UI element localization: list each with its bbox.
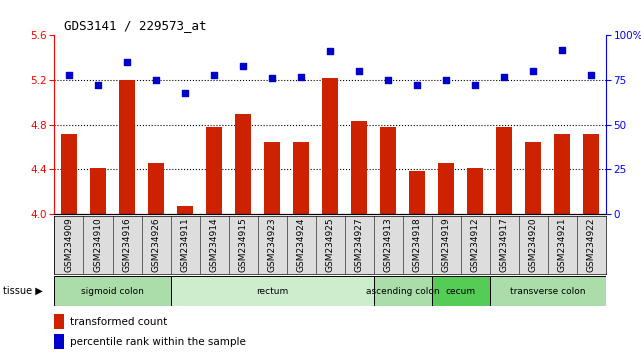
Bar [293,142,309,214]
Bar [525,142,541,214]
Text: GSM234923: GSM234923 [267,217,276,272]
Bar [54,334,64,349]
Text: ascending colon: ascending colon [366,287,440,296]
Bar [54,314,64,329]
Text: GSM234911: GSM234911 [181,217,190,272]
Bar [235,114,251,214]
Point [64,72,74,78]
Text: GSM234913: GSM234913 [384,217,393,272]
Bar [583,134,599,214]
Text: tissue ▶: tissue ▶ [3,286,43,296]
Point [209,72,219,78]
Text: GSM234924: GSM234924 [297,217,306,272]
Point [528,68,538,74]
Point [151,77,161,83]
Point [296,74,306,79]
Text: GSM234916: GSM234916 [122,217,131,272]
Text: GSM234922: GSM234922 [587,217,595,272]
Text: sigmoid colon: sigmoid colon [81,287,144,296]
Point [267,75,277,81]
Text: transformed count: transformed count [70,316,167,327]
Text: GSM234927: GSM234927 [354,217,363,272]
Text: GSM234926: GSM234926 [151,217,160,272]
Point [383,77,394,83]
Bar [438,163,454,214]
Text: transverse colon: transverse colon [510,287,585,296]
Bar [54,276,171,306]
Point [180,90,190,96]
Point [499,74,510,79]
Text: GSM234915: GSM234915 [238,217,247,272]
Bar [322,78,338,214]
Text: GSM234921: GSM234921 [558,217,567,272]
Bar [374,276,431,306]
Point [238,63,248,69]
Text: GSM234917: GSM234917 [500,217,509,272]
Text: GSM234925: GSM234925 [326,217,335,272]
Text: GDS3141 / 229573_at: GDS3141 / 229573_at [64,19,206,33]
Bar [171,276,374,306]
Bar [431,276,490,306]
Text: GSM234918: GSM234918 [413,217,422,272]
Point [122,59,132,65]
Point [441,77,451,83]
Text: rectum: rectum [256,287,288,296]
Bar [177,206,193,214]
Bar [554,134,570,214]
Point [586,72,596,78]
Bar [351,121,367,214]
Bar [496,127,512,214]
Text: GSM234909: GSM234909 [65,217,74,272]
Bar [409,171,425,214]
Text: GSM234910: GSM234910 [94,217,103,272]
Bar [467,169,483,214]
Text: GSM234919: GSM234919 [442,217,451,272]
Text: GSM234920: GSM234920 [529,217,538,272]
Text: percentile rank within the sample: percentile rank within the sample [70,337,246,347]
Bar [380,127,396,214]
Bar [206,127,222,214]
Bar [490,276,606,306]
Point [325,48,335,54]
Text: cecum: cecum [445,287,476,296]
Point [412,82,422,88]
Bar [90,169,106,214]
Text: GSM234914: GSM234914 [210,217,219,272]
Text: GSM234912: GSM234912 [470,217,479,272]
Point [354,68,364,74]
Point [470,82,480,88]
Bar [264,142,280,214]
Point [557,47,567,52]
Bar [61,134,77,214]
Point [93,82,103,88]
Bar [148,163,164,214]
Bar [119,80,135,214]
